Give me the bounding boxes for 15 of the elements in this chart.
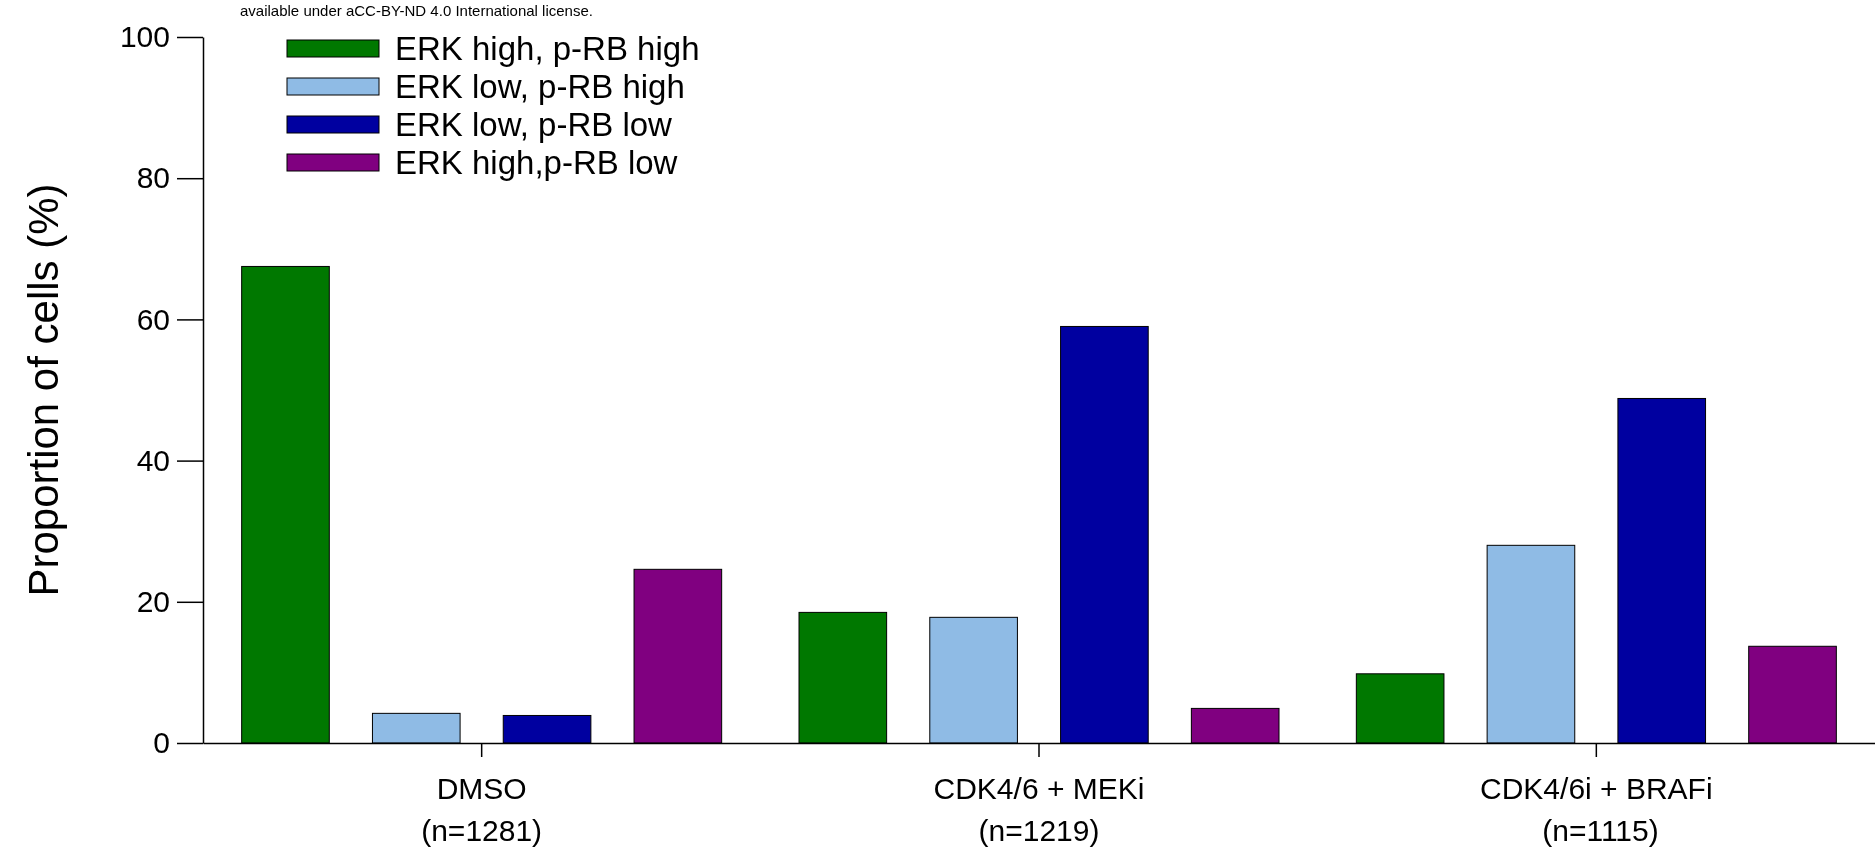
legend-label: ERK low, p-RB high (395, 68, 685, 105)
x-tick-label: DMSO (n=1281) (421, 772, 543, 847)
y-tick-label: 0 (153, 726, 170, 760)
legend-label: ERK high, p-RB high (395, 30, 700, 67)
legend-label: ERK high,p-RB low (395, 144, 678, 181)
y-tick-label: 60 (136, 302, 170, 336)
x-tick-label: CDK4/6 + MEKi (n=1219) (933, 772, 1145, 847)
y-tick-label: 100 (119, 20, 170, 54)
x-tick-label: CDK4/6i + BRAFi (n=1115) (1480, 772, 1713, 847)
y-tick-label: 40 (136, 443, 170, 477)
y-axis-title: Proportion of cells (%) (20, 183, 67, 597)
y-tick-label: 80 (136, 161, 170, 195)
text: available under aCC-BY-ND 4.0 International license. (240, 2, 593, 19)
y-tick-label: 20 (136, 584, 170, 618)
legend-label: ERK low, p-RB low (395, 106, 673, 143)
